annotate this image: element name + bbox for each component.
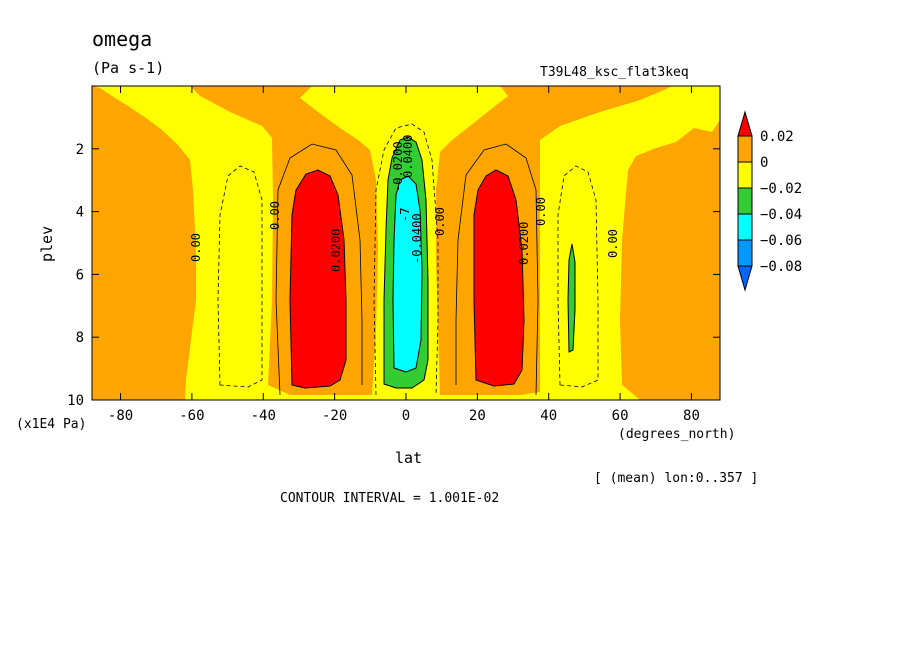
y-tick-label: 6 (76, 267, 84, 283)
y-units: (x1E4 Pa) (16, 417, 86, 432)
contour-interval: CONTOUR INTERVAL = 1.001E-02 (280, 491, 499, 506)
chart-title: omega (92, 27, 152, 51)
x-tick-label: -20 (322, 408, 347, 424)
run-label: T39L48_ksc_flat3keq (540, 65, 689, 80)
y-axis-label: plev (38, 226, 56, 262)
contour-label: 0.0200 (517, 222, 531, 265)
legend-swatch (737, 213, 753, 241)
contour-label: -0.0200 (391, 141, 405, 192)
color-legend: 0.02 0 −0.02 −0.04 −0.06 −0.08 (737, 110, 802, 292)
contour-label: -0.0400 (410, 213, 424, 264)
cyan-region-equator (392, 175, 423, 373)
contour-label: 0.0200 (329, 229, 343, 272)
legend-swatch (737, 110, 753, 137)
legend-label: 0 (760, 155, 768, 171)
contour-label: 0.00 (268, 201, 282, 230)
chart-units: (Pa s-1) (92, 59, 164, 77)
y-tick-label: 2 (76, 142, 84, 158)
green-region-north-sliver (567, 243, 576, 353)
contour-label-group: 0.00 0.0200 0.00 -0.0200 -0.0400 0.0400 … (189, 135, 620, 272)
x-units: (degrees_north) (618, 427, 735, 442)
x-tick-label: -40 (251, 408, 276, 424)
red-region-south (289, 169, 347, 389)
contour-label: 0.00 (433, 207, 447, 236)
y-tick-label: 8 (76, 330, 84, 346)
x-tick-label: 60 (612, 408, 629, 424)
mean-note: [ (mean) lon:0..357 ] (594, 471, 758, 486)
legend-label: −0.04 (760, 207, 802, 223)
x-tick-label: -60 (179, 408, 204, 424)
contour-label: -7 (398, 208, 412, 222)
legend-label: −0.02 (760, 181, 802, 197)
contour-lines (217, 123, 599, 396)
y-tick-label: 10 (67, 393, 84, 409)
legend-swatch (737, 239, 753, 267)
orange-region-east (620, 86, 720, 400)
legend-swatch (737, 161, 753, 189)
legend-swatch (737, 187, 753, 215)
legend-label: −0.06 (760, 233, 802, 249)
contour-label: 0.0400 (401, 135, 415, 178)
contour-label: 0.00 (189, 233, 203, 262)
orange-region-west (92, 86, 196, 400)
x-tick-label: -80 (108, 408, 133, 424)
x-tick-label: 0 (402, 408, 410, 424)
legend-swatch (737, 135, 753, 163)
y-tick-label: 4 (76, 205, 84, 221)
red-region-north (473, 169, 525, 387)
legend-label: 0.02 (760, 129, 794, 145)
contour-label: 0.00 (534, 197, 548, 226)
y-axis: 2 4 6 8 10 (67, 142, 720, 409)
legend-swatch (737, 265, 753, 292)
x-axis-label: lat (395, 449, 422, 467)
x-tick-label: 20 (469, 408, 486, 424)
plot-area: 0.00 0.0200 0.00 -0.0200 -0.0400 0.0400 … (91, 85, 721, 401)
x-tick-label: 40 (540, 408, 557, 424)
contour-label: 0.00 (606, 229, 620, 258)
legend-label: −0.08 (760, 259, 802, 275)
x-tick-label: 80 (683, 408, 700, 424)
x-axis: -80 -60 -40 -20 0 20 40 60 80 (108, 86, 700, 424)
